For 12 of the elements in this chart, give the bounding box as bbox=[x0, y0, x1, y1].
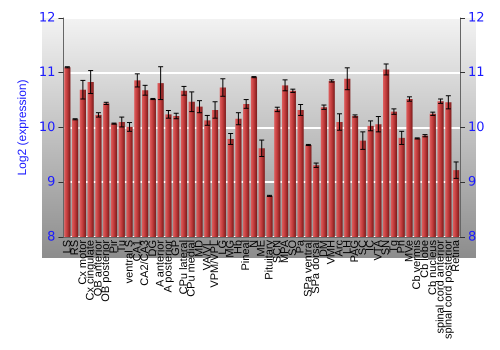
y-axis-title: Log2 (expression) bbox=[15, 79, 29, 176]
y2-tick-label: 12 bbox=[468, 10, 485, 26]
y-tick-label: 8 bbox=[47, 229, 56, 244]
y-tick-label: 10 bbox=[38, 120, 56, 135]
y-tick-label: 12 bbox=[38, 10, 56, 26]
y-tick-label: 9 bbox=[47, 174, 56, 190]
y2-tick-label: 10 bbox=[468, 120, 485, 135]
x-tick-label: Pituitary bbox=[263, 239, 276, 280]
y-tick-label: 11 bbox=[38, 65, 56, 80]
y2-tick-label: 9 bbox=[468, 174, 476, 190]
y2-tick-label: 11 bbox=[468, 65, 485, 80]
y2-tick-label: 8 bbox=[468, 229, 476, 244]
